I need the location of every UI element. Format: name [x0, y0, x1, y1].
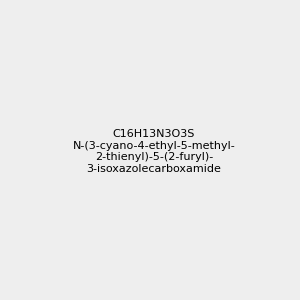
Text: C16H13N3O3S
N-(3-cyano-4-ethyl-5-methyl-
2-thienyl)-5-(2-furyl)-
3-isoxazolecarb: C16H13N3O3S N-(3-cyano-4-ethyl-5-methyl-… — [72, 129, 235, 174]
